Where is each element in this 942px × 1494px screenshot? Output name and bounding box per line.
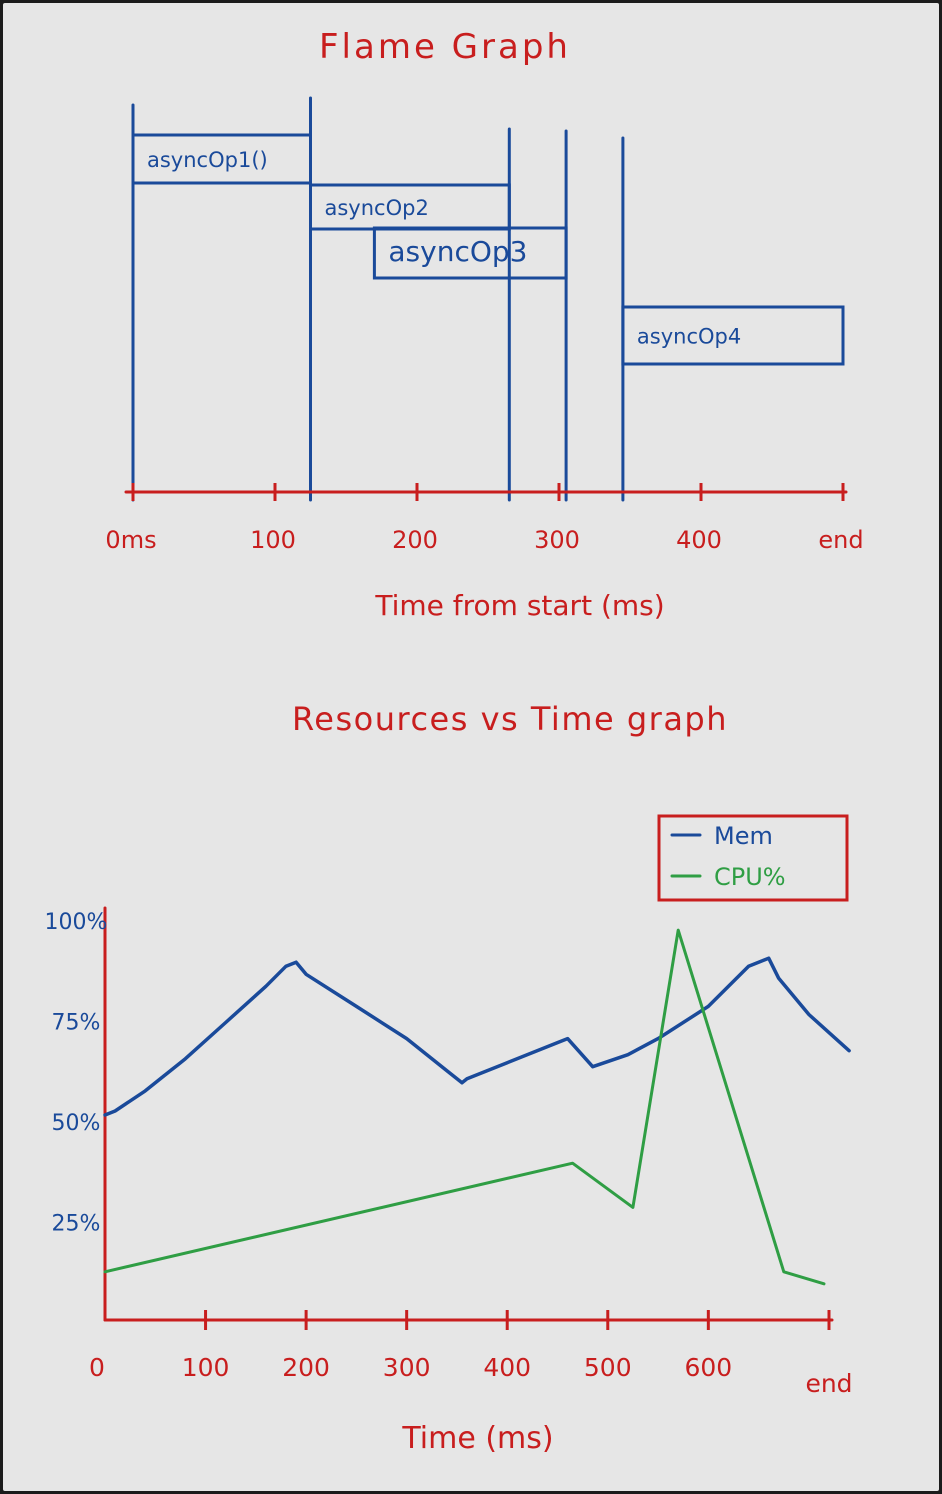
flame-tick-label: 300 <box>534 526 580 554</box>
flame-x-axis: 0ms 100 200 300 400 end <box>105 483 864 554</box>
flame-graph: Flame Graph asyncOp1()asyncOp2asyncOp3as… <box>105 27 863 622</box>
x-tick-label: end <box>805 1369 852 1398</box>
x-tick-label: 200 <box>282 1353 330 1382</box>
series-line-cpu <box>103 928 826 1286</box>
flame-tick-label: 200 <box>392 526 438 554</box>
flame-frame-label: asyncOp1() <box>147 148 268 172</box>
flame-frame <box>621 305 845 366</box>
resources-axes: 0 100 200 300 400 500 600 end 25% 50% 75% 100% <box>45 906 853 1398</box>
resources-title: Resources vs Time graph <box>292 700 728 738</box>
flame-frame-label: asyncOp2 <box>325 196 429 220</box>
x-tick-label: 0 <box>89 1353 105 1382</box>
legend-mem-label: Mem <box>714 822 773 850</box>
y-tick-label: 50% <box>52 1111 101 1136</box>
y-tick-label: 75% <box>52 1011 101 1036</box>
series-line-mem <box>103 956 851 1117</box>
y-tick-label: 25% <box>52 1212 101 1237</box>
x-tick-label: 500 <box>584 1353 632 1382</box>
x-tick-label: 300 <box>383 1353 431 1382</box>
resources-lines <box>103 928 851 1286</box>
whiteboard <box>3 3 939 1491</box>
x-tick-label: 600 <box>684 1353 732 1382</box>
flame-tick-label: end <box>818 526 863 554</box>
flame-tick-label: 0ms <box>105 526 156 554</box>
flame-title: Flame Graph <box>319 27 571 67</box>
flame-frame-label: asyncOp4 <box>637 325 741 349</box>
legend-cpu-label: CPU% <box>714 863 786 891</box>
flame-frame <box>372 226 568 280</box>
flame-x-axis-label: Time from start (ms) <box>374 589 664 622</box>
x-tick-label: 400 <box>483 1353 531 1382</box>
resources-chart: Resources vs Time graph Mem CPU% 0 100 200… <box>45 700 853 1456</box>
x-tick-label: 100 <box>182 1353 230 1382</box>
flame-frame-label: asyncOp3 <box>388 235 527 268</box>
flame-frame <box>131 133 312 185</box>
resources-x-axis-label: Time (ms) <box>401 1421 553 1456</box>
flame-tick-label: 400 <box>676 526 722 554</box>
flame-frames: asyncOp1() asyncOp2 asyncOp3 asyncOp4 <box>131 133 845 366</box>
y-tick-label: 100% <box>45 910 108 935</box>
flame-tick-label: 100 <box>250 526 296 554</box>
legend-box <box>657 814 849 902</box>
legend: Mem CPU% <box>657 814 849 902</box>
